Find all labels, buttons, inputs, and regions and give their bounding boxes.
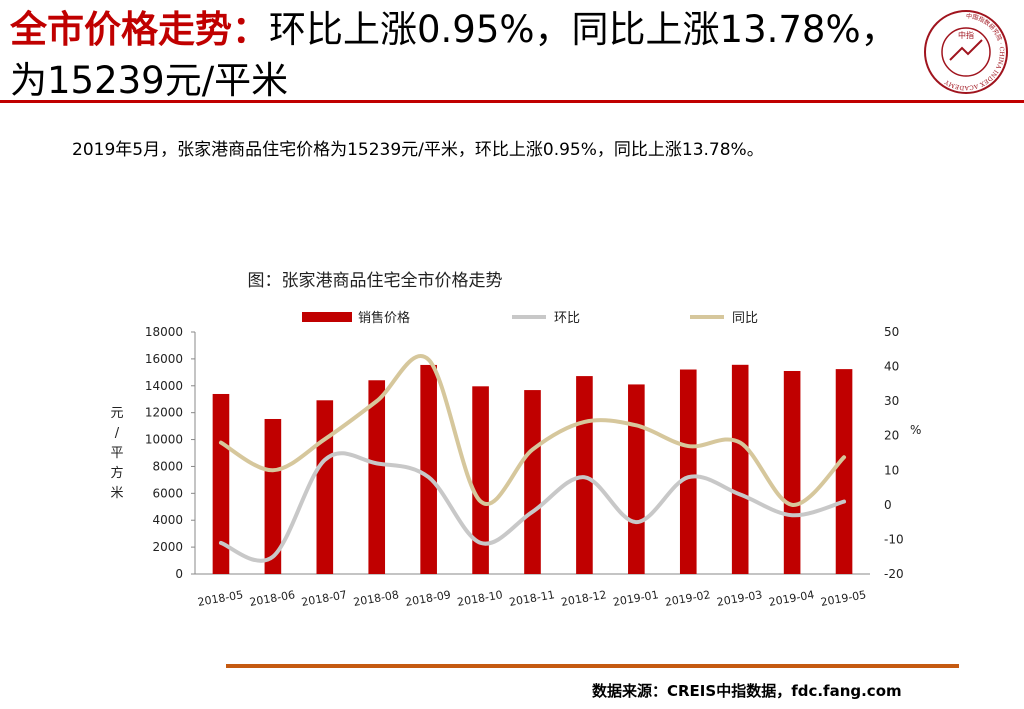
y-tick-label: 8000 bbox=[152, 459, 183, 473]
mom-point bbox=[428, 476, 430, 478]
x-tick-label: 2018-05 bbox=[197, 588, 245, 609]
x-tick-label: 2019-01 bbox=[612, 588, 660, 609]
y-tick-label: 4000 bbox=[152, 513, 183, 527]
yoy-point bbox=[220, 442, 222, 444]
yoy-point bbox=[843, 456, 845, 458]
mom-point bbox=[583, 476, 585, 478]
y-tick-label: 10000 bbox=[145, 433, 183, 447]
legend-label-line: 同比 bbox=[732, 311, 758, 326]
x-tick-label: 2018-10 bbox=[456, 588, 504, 609]
y-axis-label-char: 米 bbox=[110, 486, 123, 501]
mom-line bbox=[218, 451, 847, 563]
mom-point bbox=[480, 542, 482, 544]
title-highlight: 全市价格走势： bbox=[10, 8, 269, 51]
y2-tick-label: 10 bbox=[884, 463, 899, 477]
yoy-point bbox=[480, 500, 482, 502]
mom-point bbox=[843, 501, 845, 503]
mom-point bbox=[791, 514, 793, 516]
data-source: 数据来源：CREIS中指数据，fdc.fang.com bbox=[592, 682, 902, 700]
mom-point bbox=[272, 556, 274, 558]
logo-center-text: 中指 bbox=[958, 30, 974, 40]
y-tick-label: 2000 bbox=[152, 540, 183, 554]
y2-tick-label: 50 bbox=[884, 325, 899, 339]
x-tick-label: 2019-02 bbox=[664, 588, 712, 609]
x-tick-label: 2018-07 bbox=[300, 588, 348, 609]
yoy-point bbox=[791, 504, 793, 506]
y-tick-label: 6000 bbox=[152, 486, 183, 500]
bar bbox=[679, 369, 697, 574]
x-tick-label: 2018-06 bbox=[249, 588, 297, 609]
slide-title: 全市价格走势：环比上涨0.95%，同比上涨13.78%，为15239元/平米 bbox=[10, 4, 910, 106]
bar bbox=[628, 384, 645, 574]
bar bbox=[316, 400, 334, 574]
y2-tick-label: 30 bbox=[884, 394, 899, 408]
y2-tick-label: -10 bbox=[884, 532, 904, 546]
mom-point bbox=[687, 476, 689, 478]
y2-tick-label: 0 bbox=[884, 498, 892, 512]
x-tick-label: 2018-08 bbox=[352, 588, 400, 609]
bar bbox=[783, 370, 801, 574]
x-tick-label: 2018-11 bbox=[508, 588, 556, 609]
mom-point bbox=[739, 493, 741, 495]
y-tick-label: 14000 bbox=[145, 379, 183, 393]
bar bbox=[212, 393, 230, 574]
yoy-point bbox=[428, 359, 430, 361]
mom-point bbox=[324, 459, 326, 461]
mom-point bbox=[635, 521, 637, 523]
x-tick-label: 2019-03 bbox=[716, 588, 764, 609]
summary-text: 2019年5月，张家港商品住宅价格为15239元/平米，环比上涨0.95%，同比… bbox=[72, 140, 764, 160]
bottom-divider bbox=[226, 664, 959, 668]
bar bbox=[368, 380, 386, 574]
yoy-point bbox=[376, 400, 378, 402]
mom-point bbox=[220, 542, 222, 544]
yoy-point bbox=[272, 469, 274, 471]
bar bbox=[731, 364, 749, 574]
y-tick-label: 12000 bbox=[145, 406, 183, 420]
x-tick-label: 2018-09 bbox=[404, 588, 452, 609]
legend-label-bar: 销售价格 bbox=[358, 310, 410, 326]
title-divider bbox=[0, 100, 1024, 103]
y-tick-label: 16000 bbox=[145, 352, 183, 366]
y-tick-label: 18000 bbox=[145, 325, 183, 339]
mom-point bbox=[376, 462, 378, 464]
bar bbox=[420, 364, 437, 574]
yoy-point bbox=[635, 424, 637, 426]
y2-axis-label: % bbox=[910, 423, 921, 437]
bar bbox=[524, 390, 541, 574]
academy-logo: 中指 中国指数研究院 · CHINA INDEX ACADEMY bbox=[922, 8, 1010, 96]
price-trend-chart: 图：张家港商品住宅全市价格走势销售价格 环比 同比 0 2000 4000 6000 8000… bbox=[100, 262, 940, 662]
yoy-point bbox=[324, 438, 326, 440]
y2-tick-label: 20 bbox=[884, 429, 899, 443]
y2-tick-label: 40 bbox=[884, 360, 899, 374]
bar bbox=[472, 386, 489, 574]
bar bbox=[835, 369, 853, 574]
bar bbox=[264, 418, 282, 574]
chart-title: 图：张家港商品住宅全市价格走势 bbox=[248, 271, 503, 291]
y2-tick-label: -20 bbox=[884, 567, 904, 581]
title-text: 环比上涨0.95%，同比上涨13.78%，为15239元/平米 bbox=[10, 8, 898, 102]
yoy-point bbox=[583, 421, 585, 423]
y-axis-label-char: 平 bbox=[110, 446, 123, 461]
yoy-point bbox=[739, 442, 741, 444]
y-axis-label-char: 元 bbox=[110, 406, 123, 421]
x-tick-label: 2019-05 bbox=[820, 588, 868, 609]
y-axis-label-char: 方 bbox=[110, 465, 123, 481]
x-tick-label: 2018-12 bbox=[560, 588, 608, 609]
legend-swatch-bar bbox=[302, 312, 352, 322]
x-tick-label: 2019-04 bbox=[768, 588, 816, 609]
mom-point bbox=[532, 511, 533, 513]
yoy-point bbox=[687, 445, 689, 447]
bar bbox=[576, 376, 593, 574]
legend-label-line: 环比 bbox=[554, 311, 580, 326]
y-axis-label-char: / bbox=[115, 426, 120, 441]
yoy-point bbox=[532, 449, 533, 451]
y-tick-label: 0 bbox=[175, 567, 183, 581]
